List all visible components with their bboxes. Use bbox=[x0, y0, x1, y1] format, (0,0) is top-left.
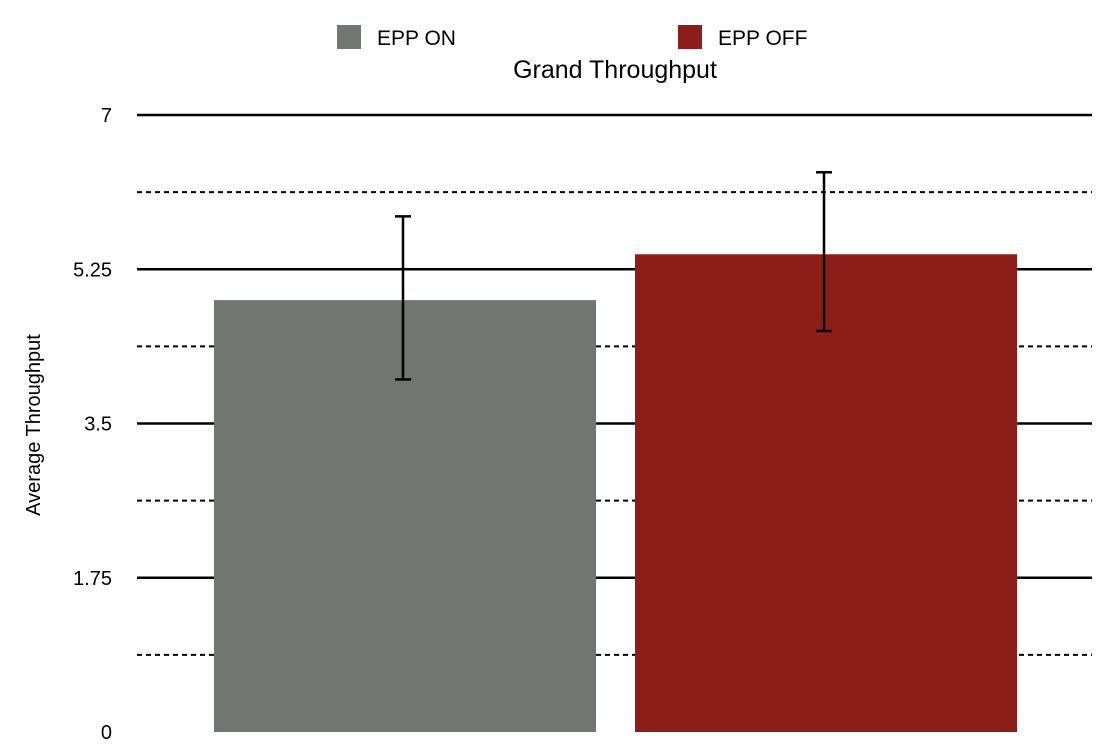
y-tick-label: 3.5 bbox=[84, 414, 112, 436]
chart-title: Grand Throughput bbox=[513, 56, 717, 84]
y-tick-label: 0 bbox=[101, 722, 112, 744]
legend-swatch-epp-on bbox=[337, 25, 361, 49]
error-bars bbox=[395, 171, 832, 381]
y-tick-label: 1.75 bbox=[73, 568, 112, 590]
bar-epp-on bbox=[214, 300, 596, 732]
y-tick-label: 5.25 bbox=[73, 259, 112, 281]
y-tick-label: 7 bbox=[101, 105, 112, 127]
bars bbox=[214, 254, 1017, 732]
y-tick-labels: 0 1.75 3.5 5.25 7 bbox=[73, 105, 112, 744]
legend-label-epp-off: EPP OFF bbox=[718, 27, 807, 50]
legend: EPP ON EPP OFF bbox=[337, 25, 807, 50]
y-axis-label: Average Throughput bbox=[23, 334, 45, 516]
bar-epp-off bbox=[635, 254, 1017, 732]
legend-swatch-epp-off bbox=[678, 25, 702, 49]
legend-label-epp-on: EPP ON bbox=[377, 27, 456, 50]
